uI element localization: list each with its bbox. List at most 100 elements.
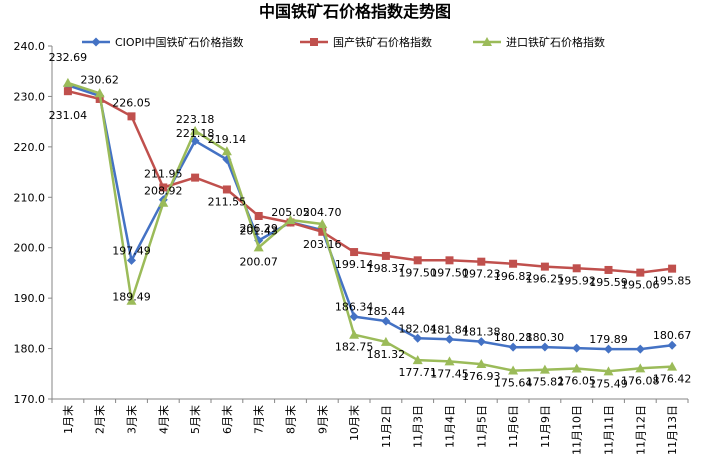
series-line-2 xyxy=(67,89,673,274)
data-point-series-1 xyxy=(572,343,582,353)
data-label-series-3: 176.42 xyxy=(653,373,692,386)
data-label-series-3: 204.70 xyxy=(303,206,342,219)
data-point-series-3 xyxy=(412,355,423,365)
y-tick-label: 240.0 xyxy=(14,40,46,53)
data-label-series-3: 223.18 xyxy=(176,113,215,126)
data-point-series-2 xyxy=(254,211,263,220)
data-label-series-2: 197.50 xyxy=(398,266,437,279)
data-label-series-2: 198.37 xyxy=(367,262,406,275)
data-point-series-2 xyxy=(636,268,645,277)
series-line-3 xyxy=(67,81,673,373)
data-point-series-3 xyxy=(539,364,550,374)
data-point-series-3 xyxy=(285,214,296,224)
data-point-series-2 xyxy=(381,251,390,260)
data-label-series-3: 208.92 xyxy=(144,185,183,198)
legend: CIOPI中国铁矿石价格指数 国产铁矿石价格指数 进口铁矿石价格指数 xyxy=(82,35,605,49)
data-label-series-2: 206.29 xyxy=(239,222,278,235)
data-label-series-2: 195.85 xyxy=(653,275,692,288)
data-point-series-1 xyxy=(508,342,518,352)
data-point-series-2 xyxy=(572,264,581,273)
data-point-series-2 xyxy=(159,183,168,192)
x-tick-label: 11月2日 xyxy=(380,405,393,448)
data-point-series-3 xyxy=(635,363,646,373)
data-label-series-1: 205.05 xyxy=(271,206,310,219)
data-label-series-2: 197.50 xyxy=(430,266,469,279)
data-point-series-3 xyxy=(317,219,328,229)
legend-label-3: 进口铁矿石价格指数 xyxy=(506,35,605,49)
data-label-series-2: 196.25 xyxy=(526,273,565,286)
data-point-series-2 xyxy=(222,185,231,194)
data-label-series-2: 199.14 xyxy=(335,258,374,271)
data-label-series-3: 181.32 xyxy=(367,348,406,361)
data-label-series-2: 226.05 xyxy=(112,96,151,109)
x-tick-label: 7月末 xyxy=(252,405,266,434)
y-tick-label: 180.0 xyxy=(14,343,46,356)
data-label-series-1: 180.30 xyxy=(526,331,565,344)
x-tick-label: 11月12日 xyxy=(634,405,647,455)
data-label-series-3: 176.08 xyxy=(621,374,660,387)
data-point-series-1 xyxy=(381,316,391,326)
data-label-series-2: 211.55 xyxy=(208,195,247,208)
data-label-series-1: 181.38 xyxy=(462,326,501,339)
chart-title: 中国铁矿石价格指数走势图 xyxy=(259,2,451,21)
data-label-series-1: 221.18 xyxy=(176,127,215,140)
data-label-series-3: 182.75 xyxy=(335,341,374,354)
x-tick-label: 2月末 xyxy=(93,405,107,434)
data-label-series-3: 177.71 xyxy=(398,366,437,379)
data-point-series-1 xyxy=(127,255,136,265)
y-tick-label: 220.0 xyxy=(14,141,46,154)
x-tick-label: 10月末 xyxy=(347,405,361,441)
data-label-series-2: 211.95 xyxy=(144,167,183,180)
x-tick-label: 6月末 xyxy=(220,405,234,434)
data-label-series-2: 203.16 xyxy=(303,238,342,251)
data-label-series-3: 176.93 xyxy=(462,370,501,383)
legend-marker-3 xyxy=(482,37,492,46)
y-tick-label: 190.0 xyxy=(14,292,46,305)
x-tick-label: 11月3日 xyxy=(412,405,425,448)
legend-marker-1 xyxy=(91,37,101,47)
data-label-series-1: 180.67 xyxy=(653,329,692,342)
x-tick-label: 9月末 xyxy=(315,405,329,434)
data-label-series-2: 231.04 xyxy=(49,109,88,122)
data-point-series-3 xyxy=(508,365,519,375)
data-point-series-2 xyxy=(445,256,454,265)
data-point-series-3 xyxy=(349,329,360,339)
x-tick-label: 4月末 xyxy=(156,405,170,434)
data-point-series-2 xyxy=(63,87,72,96)
data-point-series-1 xyxy=(540,342,550,352)
data-label-series-2: 197.23 xyxy=(462,268,501,281)
data-point-series-2 xyxy=(191,173,200,182)
data-label-series-3: 175.49 xyxy=(589,377,628,390)
x-tick-label: 8月末 xyxy=(284,405,298,434)
data-point-series-1 xyxy=(667,340,677,350)
y-tick-label: 210.0 xyxy=(14,191,46,204)
data-point-series-3 xyxy=(158,197,169,207)
data-point-series-2 xyxy=(540,262,549,271)
data-label-series-1: 180.28 xyxy=(494,331,533,344)
data-point-series-1 xyxy=(476,337,486,347)
x-tick-label: 11月11日 xyxy=(603,405,616,455)
data-point-series-3 xyxy=(253,242,264,252)
data-label-series-3: 230.62 xyxy=(80,73,119,86)
data-label-series-2: 196.82 xyxy=(494,270,533,283)
data-point-series-3 xyxy=(221,146,232,156)
data-point-series-1 xyxy=(413,333,423,343)
legend-label-1: CIOPI中国铁矿石价格指数 xyxy=(115,35,243,49)
x-tick-label: 11月13日 xyxy=(666,405,679,455)
data-point-series-3 xyxy=(667,361,678,371)
x-tick-label: 11月4日 xyxy=(444,405,457,448)
data-label-series-1: 181.84 xyxy=(430,323,469,336)
data-point-series-3 xyxy=(94,88,105,98)
y-tick-label: 170.0 xyxy=(14,393,46,406)
x-tick-label: 11月6日 xyxy=(507,405,520,448)
data-point-series-2 xyxy=(668,264,677,273)
data-point-series-2 xyxy=(318,227,327,236)
data-label-series-3: 175.82 xyxy=(526,376,565,389)
x-tick-label: 11月9日 xyxy=(539,405,552,448)
y-tick-label: 200.0 xyxy=(14,242,46,255)
x-tick-label: 5月末 xyxy=(188,405,202,434)
data-point-series-3 xyxy=(62,77,73,87)
data-label-series-3: 175.64 xyxy=(494,377,533,390)
